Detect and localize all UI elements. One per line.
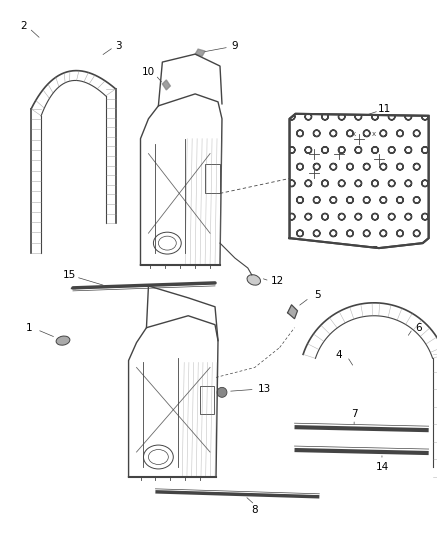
Text: 4: 4 (336, 350, 343, 360)
Text: 13: 13 (258, 384, 271, 394)
Text: 15: 15 (62, 270, 76, 280)
Text: 8: 8 (251, 505, 258, 515)
Ellipse shape (247, 274, 261, 285)
Text: 2: 2 (20, 21, 27, 31)
Text: 11: 11 (377, 104, 391, 114)
Text: 7: 7 (351, 409, 357, 419)
Polygon shape (162, 80, 170, 90)
Polygon shape (195, 49, 205, 56)
Polygon shape (288, 305, 297, 319)
Text: 10: 10 (142, 67, 155, 77)
Polygon shape (290, 114, 429, 248)
Text: 9: 9 (232, 41, 238, 51)
Text: 6: 6 (415, 322, 422, 333)
Text: x: x (372, 131, 376, 136)
Text: 5: 5 (314, 290, 321, 300)
Text: 14: 14 (375, 462, 389, 472)
Text: 1: 1 (26, 322, 32, 333)
Text: 3: 3 (115, 41, 122, 51)
Bar (205, 164, 220, 193)
Text: x: x (352, 131, 356, 136)
Ellipse shape (56, 336, 70, 345)
Bar (200, 386, 214, 414)
Text: 12: 12 (271, 276, 284, 286)
Circle shape (217, 387, 227, 397)
